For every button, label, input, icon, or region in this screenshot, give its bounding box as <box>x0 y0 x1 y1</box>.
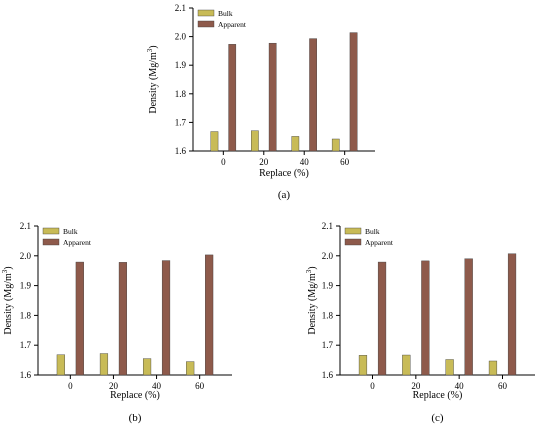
x-tick-label: 0 <box>221 157 226 167</box>
bar-bulk-20 <box>402 354 411 376</box>
y-axis-label-sup: 3 <box>1 269 9 273</box>
x-tick-label: 40 <box>455 381 465 391</box>
y-tick-label: 1.8 <box>20 310 32 320</box>
bar-bulk-60 <box>331 138 340 152</box>
chart-panel-2: 1.6 1.7 1.8 1.9 2.0 2.1 0 20 40 60 Replace (%) Dens… <box>1 221 232 424</box>
x-tick-label: 60 <box>340 157 350 167</box>
x-tick-label: 40 <box>152 381 162 391</box>
legend-label-bulk: Bulk <box>365 227 380 236</box>
legend-swatch-apparent <box>197 20 215 28</box>
y-tick-label: 1.7 <box>20 340 32 350</box>
panel-label: (a) <box>278 189 291 201</box>
legend-swatch-apparent <box>344 238 362 246</box>
bar-bulk-60 <box>488 360 498 376</box>
bar-bulk-20 <box>99 353 109 376</box>
y-axis-label-sup: 3 <box>305 269 313 273</box>
legend-swatch-apparent <box>42 238 60 246</box>
bar-apparent-60 <box>349 32 358 152</box>
x-tick-label: 0 <box>68 381 73 391</box>
legend-label-apparent: Apparent <box>63 238 92 247</box>
bar-apparent-0 <box>377 261 387 376</box>
legend-label-bulk: Bulk <box>63 227 78 236</box>
bar-bulk-40 <box>445 359 454 376</box>
y-tick-label: 1.9 <box>175 60 187 70</box>
y-tick-label: 2.0 <box>322 251 334 261</box>
y-tick-label: 1.6 <box>20 370 32 380</box>
y-tick-label: 1.6 <box>322 370 334 380</box>
y-tick-label: 1.7 <box>322 340 334 350</box>
x-tick-label: 20 <box>259 157 269 167</box>
x-tick-label: 40 <box>300 157 310 167</box>
y-axis-label-end: ) <box>3 266 14 269</box>
x-axis-label: Replace (%) <box>110 390 160 401</box>
y-tick-label: 2.1 <box>175 3 186 13</box>
y-axis-label-end: ) <box>307 266 318 269</box>
y-axis-label-main: Density (Mg/m <box>3 273 14 335</box>
x-tick-label: 20 <box>411 381 421 391</box>
y-axis-label: Density (Mg/m3) <box>146 45 159 113</box>
y-tick-label: 1.8 <box>322 310 334 320</box>
bar-bulk-20 <box>251 130 259 152</box>
bar-apparent-20 <box>118 262 128 376</box>
y-axis-label-end: ) <box>148 45 159 48</box>
y-tick-label: 1.9 <box>322 281 334 291</box>
legend-label-apparent: Apparent <box>218 20 247 29</box>
legend: Bulk Apparent <box>42 227 92 247</box>
y-tick-label: 1.7 <box>175 117 187 127</box>
x-tick-label: 0 <box>370 381 375 391</box>
y-tick-label: 2.0 <box>20 251 32 261</box>
bar-apparent-40 <box>464 258 473 376</box>
x-tick-label: 60 <box>195 381 205 391</box>
bar-apparent-20 <box>268 42 277 152</box>
x-axis-label: Replace (%) <box>259 168 309 179</box>
legend-label-bulk: Bulk <box>218 9 233 18</box>
bar-apparent-40 <box>309 38 317 152</box>
bar-apparent-40 <box>161 260 171 376</box>
bar-bulk-60 <box>186 361 195 376</box>
bar-bulk-0 <box>358 355 368 376</box>
bar-apparent-0 <box>228 44 237 152</box>
x-tick-label: 60 <box>498 381 508 391</box>
panel-label: (c) <box>431 412 444 424</box>
legend-swatch-bulk <box>344 227 362 235</box>
y-tick-label: 2.1 <box>20 221 31 231</box>
y-tick-label: 1.6 <box>175 146 187 156</box>
y-tick-label: 2.0 <box>175 32 187 42</box>
bar-apparent-60 <box>205 254 214 376</box>
y-axis-label-main: Density (Mg/m <box>148 52 159 114</box>
panel-label: (b) <box>129 412 142 424</box>
chart-panel-1: 1.6 1.7 1.8 1.9 2.0 2.1 0 20 40 60 Replace (%) Dens… <box>146 3 375 201</box>
x-tick-label: 20 <box>109 381 119 391</box>
bar-bulk-40 <box>142 358 152 376</box>
y-tick-label: 2.1 <box>322 221 333 231</box>
bar-apparent-20 <box>421 260 430 376</box>
y-axis-label: Density (Mg/m3) <box>305 266 318 334</box>
y-tick-label: 1.9 <box>20 281 32 291</box>
legend-swatch-bulk <box>42 227 60 235</box>
bar-apparent-60 <box>507 253 517 376</box>
bar-apparent-0 <box>75 261 84 376</box>
y-axis-label-sup: 3 <box>146 48 154 52</box>
bar-bulk-40 <box>291 136 300 152</box>
bar-bulk-0 <box>56 354 65 376</box>
x-axis-label: Replace (%) <box>413 390 463 401</box>
y-axis-label: Density (Mg/m3) <box>1 266 14 334</box>
legend: Bulk Apparent <box>197 9 247 29</box>
bar-bulk-0 <box>210 131 219 152</box>
y-axis-label-main: Density (Mg/m <box>307 273 318 335</box>
legend-label-apparent: Apparent <box>365 238 394 247</box>
legend-swatch-bulk <box>197 9 215 17</box>
y-tick-label: 1.8 <box>175 89 187 99</box>
legend: Bulk Apparent <box>344 227 394 247</box>
chart-panel-3: 1.6 1.7 1.8 1.9 2.0 2.1 0 20 40 60 Replace (%) Dens… <box>305 221 535 424</box>
